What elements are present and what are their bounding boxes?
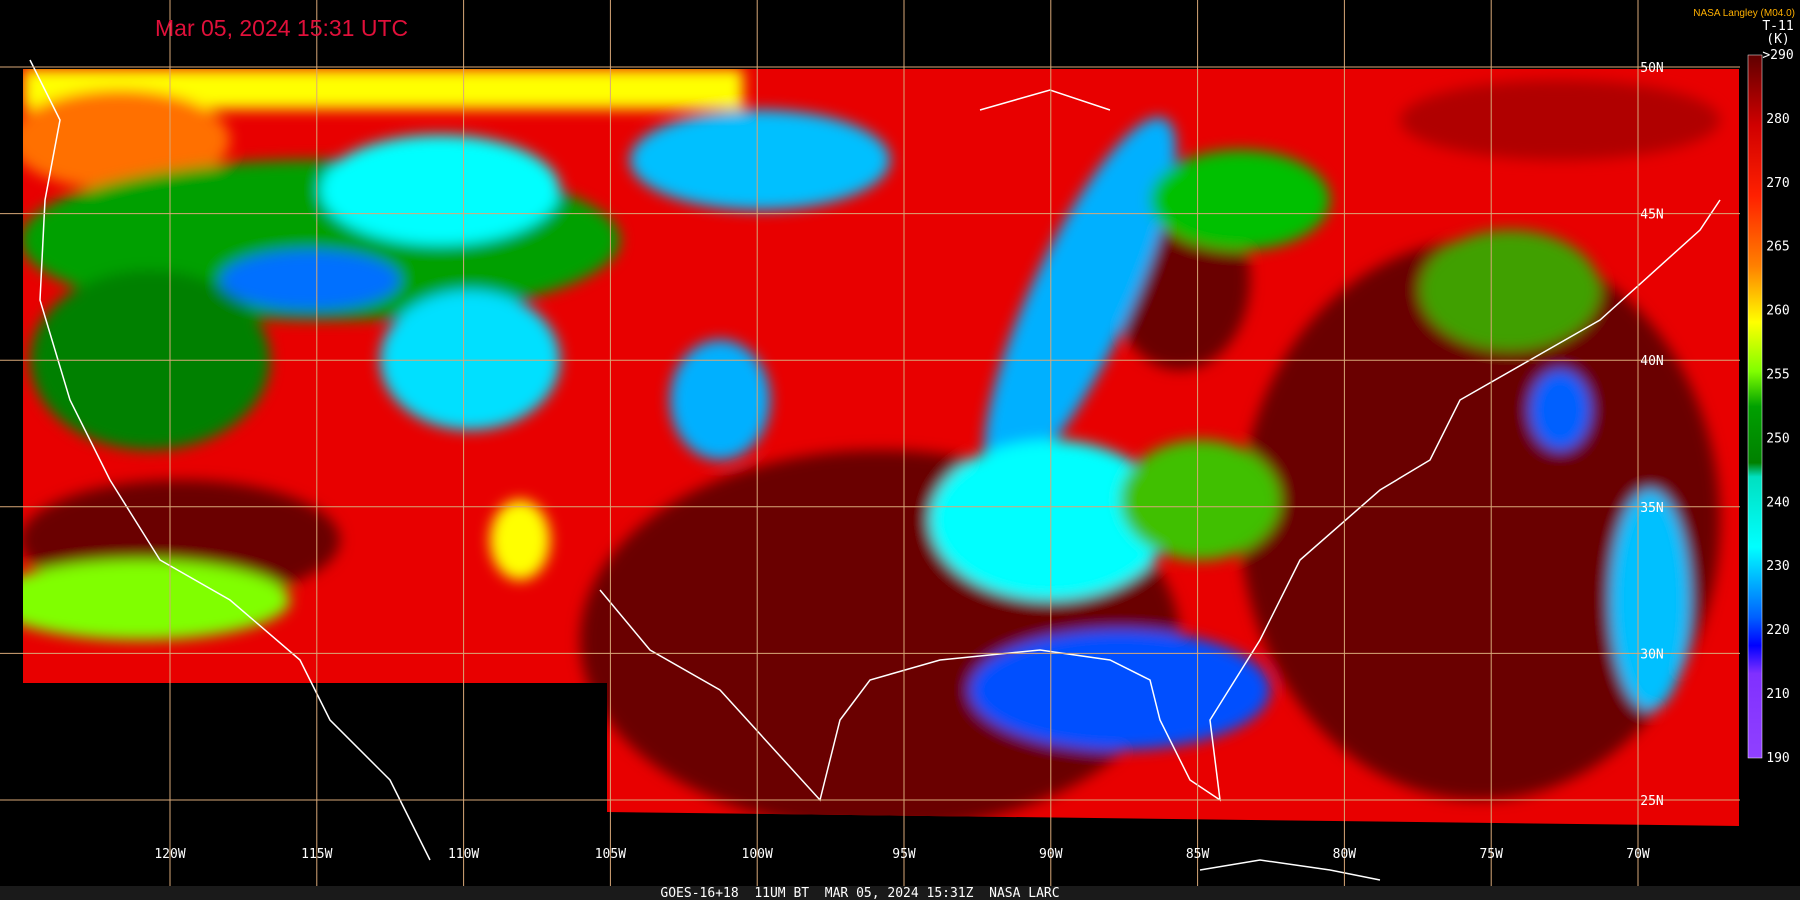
lon-label: 120W (154, 847, 185, 862)
colorbar-label: 270 (1766, 176, 1789, 191)
timestamp: Mar 05, 2024 15:31 UTC (155, 15, 408, 41)
colorbar-label: 250 (1766, 431, 1789, 446)
coastlines (29, 59, 1721, 881)
lat-label: 30N (1640, 647, 1663, 662)
colorbar-label: 255 (1766, 368, 1789, 383)
producer: NASA Langley (M04.0) (1693, 8, 1795, 19)
colorbar-label: 265 (1766, 240, 1789, 255)
lon-label: 100W (742, 847, 773, 862)
colorbar (1747, 54, 1763, 759)
colorbar-label: 240 (1766, 495, 1789, 510)
lat-label: 40N (1640, 354, 1663, 369)
lon-label: 70W (1626, 847, 1650, 862)
lat-label: 50N (1640, 61, 1663, 76)
footer-caption: GOES-16+18 11UM BT MAR 05, 2024 15:31Z N… (660, 886, 1059, 900)
colorbar-label: 210 (1766, 687, 1789, 702)
lon-label: 110W (448, 847, 479, 862)
colorbar-label: 190 (1766, 751, 1789, 766)
lon-label: 90W (1039, 847, 1063, 862)
lat-label: 35N (1640, 501, 1663, 516)
lon-label: 115W (301, 847, 332, 862)
footer-bar (0, 886, 1800, 900)
lon-label: 75W (1479, 847, 1503, 862)
colorbar-title: T-11 (1762, 19, 1793, 34)
lon-label: 85W (1186, 847, 1210, 862)
graticule (0, 0, 1740, 886)
colorbar-label: 220 (1766, 623, 1789, 638)
colorbar-label: 230 (1766, 559, 1789, 574)
lon-label: 95W (892, 847, 916, 862)
lon-label: 80W (1333, 847, 1357, 862)
colorbar-label: 260 (1766, 304, 1789, 319)
lon-label: 105W (595, 847, 626, 862)
lat-label: 25N (1640, 794, 1663, 809)
colorbar-label: 280 (1766, 112, 1789, 127)
colorbar-unit: (K) (1766, 32, 1789, 47)
lat-label: 45N (1640, 208, 1663, 223)
colorbar-label: >290 (1762, 48, 1793, 63)
